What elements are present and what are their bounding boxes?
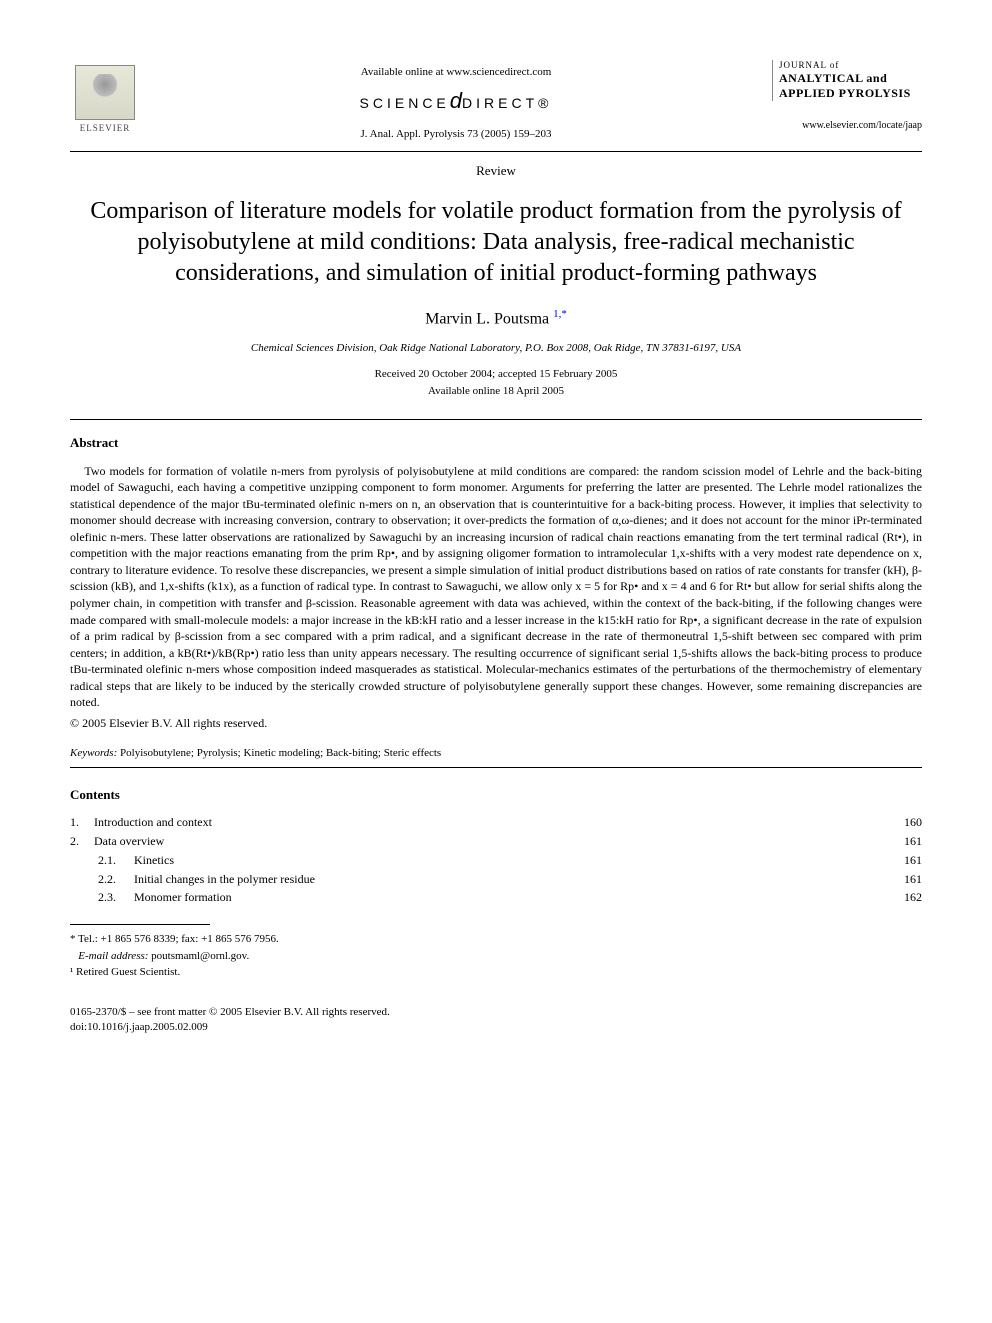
- received-date: Received 20 October 2004; accepted 15 Fe…: [70, 366, 922, 383]
- journal-name-line1: ANALYTICAL and: [779, 71, 922, 86]
- author-marks[interactable]: 1,*: [553, 308, 567, 320]
- sd-left: SCIENCE: [360, 95, 450, 111]
- toc-number: 1.: [70, 814, 94, 831]
- toc-subnumber: 2.2.: [98, 871, 134, 888]
- toc-row: 2.1.Kinetics 161: [70, 852, 922, 869]
- article-type: Review: [70, 162, 922, 180]
- toc-page: 161: [892, 871, 922, 888]
- affiliation: Chemical Sciences Division, Oak Ridge Na…: [70, 341, 922, 356]
- available-online-text: Available online at www.sciencedirect.co…: [140, 65, 772, 80]
- elsevier-logo: ELSEVIER: [70, 60, 140, 140]
- toc-page: 162: [892, 889, 922, 906]
- author-name: Marvin L. Poutsma: [425, 311, 549, 328]
- journal-url: www.elsevier.com/locate/jaap: [772, 119, 922, 133]
- email-footnote: E-mail address: poutsmaml@ornl.gov.: [70, 948, 922, 965]
- toc-label: Initial changes in the polymer residue: [134, 871, 315, 888]
- toc-subnumber: 2.3.: [98, 889, 134, 906]
- email-label: E-mail address:: [78, 950, 148, 962]
- front-matter-notice: 0165-2370/$ – see front matter © 2005 El…: [70, 1005, 922, 1020]
- journal-name-line2: APPLIED PYROLYSIS: [779, 86, 922, 101]
- article-dates: Received 20 October 2004; accepted 15 Fe…: [70, 366, 922, 399]
- page-header: ELSEVIER Available online at www.science…: [70, 60, 922, 143]
- footnotes: * Tel.: +1 865 576 8339; fax: +1 865 576…: [70, 931, 922, 981]
- toc-page: 161: [892, 833, 922, 850]
- keywords-label: Keywords:: [70, 747, 117, 759]
- contents-heading: Contents: [70, 786, 922, 804]
- retired-footnote: ¹ Retired Guest Scientist.: [70, 964, 922, 981]
- sciencedirect-logo: SCIENCEdDIRECT®: [140, 86, 772, 117]
- toc-row: 2.Data overview 161: [70, 833, 922, 850]
- abstract-copyright: © 2005 Elsevier B.V. All rights reserved…: [70, 715, 922, 732]
- keywords-text: Polyisobutylene; Pyrolysis; Kinetic mode…: [117, 747, 441, 759]
- toc-page: 161: [892, 852, 922, 869]
- publisher-name: ELSEVIER: [80, 122, 131, 135]
- page-footer: 0165-2370/$ – see front matter © 2005 El…: [70, 1005, 922, 1036]
- sd-right: DIRECT®: [462, 95, 552, 111]
- keywords-rule: [70, 767, 922, 768]
- sd-at-icon: d: [450, 88, 462, 113]
- toc-label: Kinetics: [134, 852, 174, 869]
- toc-label: Monomer formation: [134, 889, 232, 906]
- toc-row: 1.Introduction and context 160: [70, 814, 922, 831]
- footnote-rule: [70, 924, 210, 925]
- front-matter-rule: [70, 419, 922, 420]
- journal-citation: J. Anal. Appl. Pyrolysis 73 (2005) 159–2…: [140, 127, 772, 142]
- toc-row: 2.3.Monomer formation 162: [70, 889, 922, 906]
- table-of-contents: 1.Introduction and context 160 2.Data over…: [70, 814, 922, 906]
- email-address: poutsmaml@ornl.gov.: [148, 950, 249, 962]
- author-line: Marvin L. Poutsma 1,*: [70, 307, 922, 331]
- abstract-heading: Abstract: [70, 434, 922, 452]
- journal-of: JOURNAL of: [779, 60, 922, 71]
- abstract-body: Two models for formation of volatile n-m…: [70, 463, 922, 711]
- toc-page: 160: [892, 814, 922, 831]
- header-rule: [70, 151, 922, 152]
- toc-label: Introduction and context: [94, 814, 212, 831]
- journal-box: JOURNAL of ANALYTICAL and APPLIED PYROLY…: [772, 60, 922, 133]
- elsevier-tree-icon: [75, 65, 135, 120]
- keywords-line: Keywords: Polyisobutylene; Pyrolysis; Ki…: [70, 746, 922, 761]
- article-title: Comparison of literature models for vola…: [70, 196, 922, 290]
- corresponding-author-footnote: * Tel.: +1 865 576 8339; fax: +1 865 576…: [70, 931, 922, 948]
- toc-label: Data overview: [94, 833, 164, 850]
- online-date: Available online 18 April 2005: [70, 383, 922, 400]
- journal-title-block: JOURNAL of ANALYTICAL and APPLIED PYROLY…: [772, 60, 922, 101]
- toc-number: 2.: [70, 833, 94, 850]
- toc-row: 2.2.Initial changes in the polymer resid…: [70, 871, 922, 888]
- toc-subnumber: 2.1.: [98, 852, 134, 869]
- center-header: Available online at www.sciencedirect.co…: [140, 60, 772, 143]
- doi: doi:10.1016/j.jaap.2005.02.009: [70, 1020, 922, 1035]
